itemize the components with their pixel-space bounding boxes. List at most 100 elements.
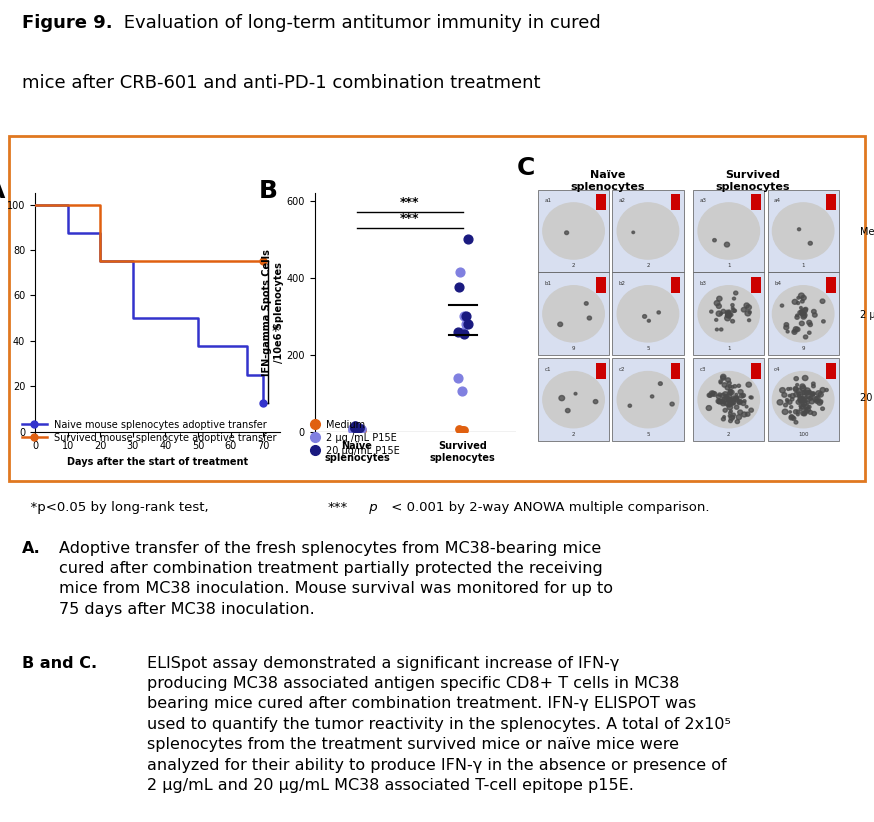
Circle shape (717, 395, 721, 399)
Circle shape (803, 403, 807, 406)
Circle shape (727, 399, 731, 401)
Circle shape (730, 313, 733, 316)
Circle shape (738, 410, 743, 414)
Circle shape (728, 389, 732, 393)
Circle shape (723, 401, 725, 404)
Text: 2: 2 (572, 432, 575, 436)
Text: 9: 9 (801, 346, 805, 351)
Point (459, 317, 473, 330)
Circle shape (617, 372, 678, 427)
Circle shape (809, 399, 815, 404)
Circle shape (714, 301, 720, 306)
Circle shape (746, 405, 748, 408)
Point (346, 423, 360, 436)
Circle shape (729, 390, 732, 394)
Circle shape (658, 382, 662, 386)
Legend: Medium, 2 μg /mL P15E, 20 μg/mL P15E: Medium, 2 μg /mL P15E, 20 μg/mL P15E (311, 420, 400, 456)
Circle shape (798, 311, 802, 315)
Circle shape (642, 315, 647, 318)
Circle shape (721, 401, 725, 406)
Circle shape (726, 312, 732, 316)
Circle shape (632, 231, 635, 233)
Circle shape (741, 394, 746, 397)
Circle shape (727, 381, 732, 385)
Circle shape (721, 309, 725, 313)
Circle shape (737, 384, 740, 387)
Circle shape (794, 326, 799, 331)
Circle shape (808, 323, 813, 326)
Circle shape (800, 384, 805, 389)
Circle shape (744, 303, 749, 307)
Circle shape (800, 313, 802, 316)
Circle shape (805, 408, 810, 413)
Circle shape (593, 399, 598, 404)
Circle shape (798, 397, 802, 401)
Circle shape (808, 390, 811, 394)
Circle shape (558, 322, 563, 326)
Circle shape (825, 389, 829, 391)
Text: 5: 5 (646, 432, 649, 436)
Point (347, 420, 361, 433)
Circle shape (725, 310, 730, 314)
Circle shape (810, 392, 815, 396)
Circle shape (725, 316, 731, 321)
Point (461, 317, 475, 330)
Circle shape (727, 398, 731, 401)
Circle shape (710, 390, 715, 396)
FancyBboxPatch shape (826, 277, 836, 293)
Text: ***: *** (328, 501, 348, 514)
Circle shape (792, 416, 794, 418)
Circle shape (798, 394, 803, 399)
Circle shape (729, 419, 732, 423)
FancyBboxPatch shape (670, 277, 680, 293)
Circle shape (737, 401, 740, 404)
Circle shape (812, 309, 816, 314)
Text: 9: 9 (572, 346, 575, 351)
Point (457, 327, 471, 340)
Circle shape (725, 312, 729, 315)
Text: mice after CRB-601 and anti-PD-1 combination treatment: mice after CRB-601 and anti-PD-1 combina… (22, 74, 540, 92)
Circle shape (726, 397, 730, 400)
Y-axis label: Survival (%): Survival (%) (0, 279, 1, 346)
Point (349, 424, 363, 437)
Circle shape (777, 399, 783, 405)
Text: ***: *** (400, 212, 420, 224)
Text: b1: b1 (545, 281, 551, 286)
Circle shape (794, 376, 799, 381)
Circle shape (782, 393, 787, 397)
Circle shape (735, 396, 739, 399)
Circle shape (723, 409, 727, 412)
Circle shape (565, 409, 570, 413)
Circle shape (728, 391, 732, 395)
Circle shape (657, 311, 661, 314)
Circle shape (741, 401, 746, 405)
FancyBboxPatch shape (752, 194, 761, 210)
Point (451, 325, 465, 338)
Text: ELISpot assay demonstrated a significant increase of IFN-γ
producing MC38 associ: ELISpot assay demonstrated a significant… (147, 656, 731, 793)
Circle shape (801, 403, 804, 405)
Circle shape (725, 395, 728, 397)
Circle shape (790, 398, 794, 401)
Circle shape (795, 384, 799, 386)
Circle shape (803, 335, 808, 339)
Circle shape (732, 398, 737, 401)
Circle shape (796, 388, 801, 393)
FancyBboxPatch shape (538, 190, 609, 272)
Circle shape (543, 203, 604, 259)
Circle shape (815, 390, 822, 396)
Circle shape (808, 396, 813, 399)
Circle shape (812, 412, 816, 416)
Circle shape (799, 404, 802, 408)
Circle shape (746, 382, 752, 387)
Point (457, 310, 471, 323)
Circle shape (717, 399, 722, 404)
Circle shape (745, 311, 751, 316)
Circle shape (731, 303, 734, 307)
Circle shape (727, 398, 732, 402)
Point (350, 423, 364, 436)
Text: b3: b3 (700, 281, 707, 286)
Circle shape (698, 372, 760, 427)
Circle shape (795, 327, 800, 331)
Circle shape (822, 320, 825, 323)
Circle shape (796, 302, 800, 304)
